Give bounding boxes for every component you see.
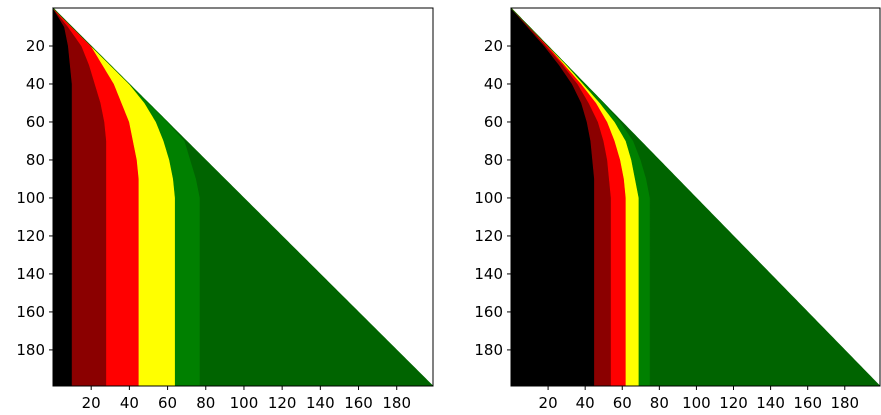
axes-frame xyxy=(510,7,881,387)
x-tick-label: 80 xyxy=(196,394,215,412)
x-tick-label: 40 xyxy=(120,394,139,412)
x-tick-label: 140 xyxy=(306,394,335,412)
x-tick-label: 120 xyxy=(268,394,297,412)
y-tick-label: 100 xyxy=(16,189,45,207)
black-region xyxy=(510,7,595,387)
right-heatmap-panel: 20 40 60 80 100 120 140 160 180 20 40 60 80 100 120 140… xyxy=(474,7,881,412)
x-tick-label: 140 xyxy=(756,394,785,412)
y-tick-label: 80 xyxy=(26,151,45,169)
y-tick-label: 140 xyxy=(474,265,503,283)
y-tick-label: 20 xyxy=(26,37,45,55)
x-tick-label: 80 xyxy=(650,394,669,412)
y-tick-label: 120 xyxy=(16,227,45,245)
y-tick-label: 160 xyxy=(16,303,45,321)
y-tick-label: 140 xyxy=(16,265,45,283)
x-tick-label: 60 xyxy=(158,394,177,412)
x-tick-label: 20 xyxy=(539,394,558,412)
y-tick-label: 80 xyxy=(484,151,503,169)
y-tick-label: 60 xyxy=(26,113,45,131)
y-tick-label: 160 xyxy=(474,303,503,321)
x-tick-label: 60 xyxy=(613,394,632,412)
left-heatmap-panel: 20 40 60 80 100 120 140 160 180 20 40 60 80 100 120 140… xyxy=(16,6,434,412)
y-tick-label: 180 xyxy=(474,341,503,359)
y-tick-label: 180 xyxy=(16,341,45,359)
y-tick-label: 100 xyxy=(474,189,503,207)
x-tick-label: 180 xyxy=(830,394,859,412)
x-tick-label: 120 xyxy=(719,394,748,412)
x-tick-label: 160 xyxy=(793,394,822,412)
black-region xyxy=(52,6,73,387)
y-tick-label: 20 xyxy=(484,37,503,55)
x-tick-label: 100 xyxy=(682,394,711,412)
x-tick-label: 40 xyxy=(576,394,595,412)
axes-frame xyxy=(52,7,434,387)
x-tick-label: 100 xyxy=(230,394,259,412)
y-tick-label: 60 xyxy=(484,113,503,131)
y-tick-label: 120 xyxy=(474,227,503,245)
x-tick-label: 180 xyxy=(382,394,411,412)
x-tick-label: 160 xyxy=(344,394,373,412)
x-tick-label: 20 xyxy=(82,394,101,412)
y-tick-label: 40 xyxy=(484,75,503,93)
y-tick-label: 40 xyxy=(26,75,45,93)
